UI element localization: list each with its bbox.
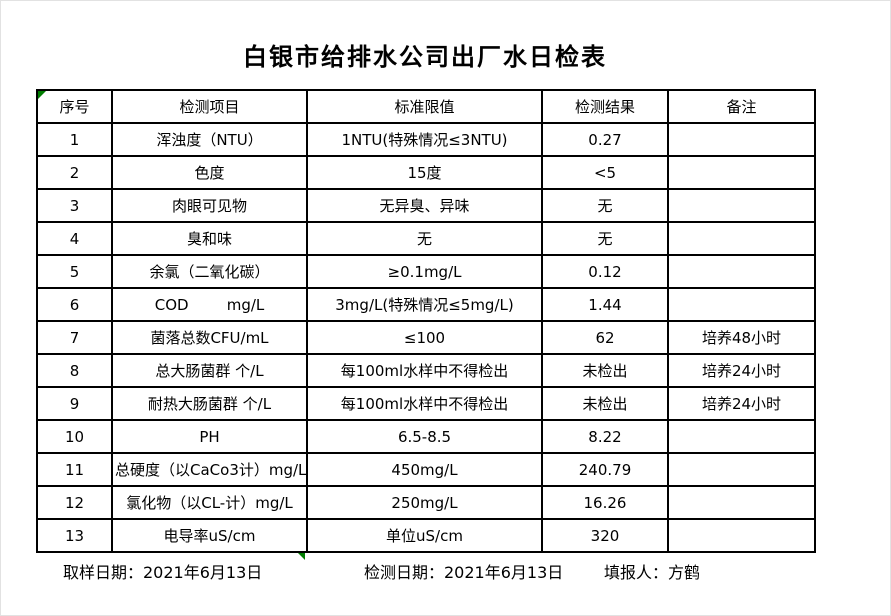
cell-result: 未检出 bbox=[541, 353, 669, 388]
cell-item: PH bbox=[111, 419, 308, 454]
table-row: 3 肉眼可见物 无异臭、异味 无 bbox=[36, 188, 816, 223]
cell-item: 总硬度（以CaCo3计）mg/L bbox=[111, 452, 308, 487]
testing-date: 检测日期：2021年6月13日 bbox=[364, 563, 564, 582]
cell-result: 240.79 bbox=[541, 452, 669, 487]
table-row: 13 电导率uS/cm 单位uS/cm 320 bbox=[36, 518, 816, 553]
cell-item: 余氯（二氧化碳） bbox=[111, 254, 308, 289]
cell-result: 无 bbox=[541, 188, 669, 223]
cell-limit: 15度 bbox=[306, 155, 543, 190]
table-row: 12 氯化物（以CL-计）mg/L 250mg/L 16.26 bbox=[36, 485, 816, 520]
header-item: 检测项目 bbox=[111, 89, 308, 124]
cell-note bbox=[667, 485, 816, 520]
cell-result: 8.22 bbox=[541, 419, 669, 454]
table-row: 2 色度 15度 <5 bbox=[36, 155, 816, 190]
cell-no: 13 bbox=[36, 518, 113, 553]
cell-item: 电导率uS/cm bbox=[111, 518, 308, 553]
cell-note: 培养48小时 bbox=[667, 320, 816, 355]
cell-result: 16.26 bbox=[541, 485, 669, 520]
table-row: 10 PH 6.5-8.5 8.22 bbox=[36, 419, 816, 454]
cell-item: 菌落总数CFU/mL bbox=[111, 320, 308, 355]
cell-limit: 单位uS/cm bbox=[306, 518, 543, 553]
sampling-date: 取样日期：2021年6月13日 bbox=[63, 563, 263, 582]
cell-note bbox=[667, 122, 816, 157]
cell-note bbox=[667, 155, 816, 190]
cell-result: <5 bbox=[541, 155, 669, 190]
cell-limit: 6.5-8.5 bbox=[306, 419, 543, 454]
cell-result: 未检出 bbox=[541, 386, 669, 421]
cell-limit: 450mg/L bbox=[306, 452, 543, 487]
cell-note bbox=[667, 452, 816, 487]
cell-note bbox=[667, 287, 816, 322]
header-no: 序号 bbox=[36, 89, 113, 124]
cell-limit: 1NTU(特殊情况≤3NTU) bbox=[306, 122, 543, 157]
cell-limit: ≤100 bbox=[306, 320, 543, 355]
cell-note bbox=[667, 221, 816, 256]
cell-no: 12 bbox=[36, 485, 113, 520]
cell-no: 9 bbox=[36, 386, 113, 421]
cell-item: 臭和味 bbox=[111, 221, 308, 256]
cell-result: 0.27 bbox=[541, 122, 669, 157]
cell-limit: 3mg/L(特殊情况≤5mg/L) bbox=[306, 287, 543, 322]
cell-note bbox=[667, 419, 816, 454]
green-bottom-marker-icon bbox=[297, 552, 305, 560]
cell-no: 4 bbox=[36, 221, 113, 256]
table-row: 9 耐热大肠菌群 个/L 每100ml水样中不得检出 未检出 培养24小时 bbox=[36, 386, 816, 421]
header-result: 检测结果 bbox=[541, 89, 669, 124]
table-row: 7 菌落总数CFU/mL ≤100 62 培养48小时 bbox=[36, 320, 816, 355]
cell-no: 5 bbox=[36, 254, 113, 289]
cell-limit: ≥0.1mg/L bbox=[306, 254, 543, 289]
cell-item: 色度 bbox=[111, 155, 308, 190]
cell-item: 耐热大肠菌群 个/L bbox=[111, 386, 308, 421]
cell-limit: 250mg/L bbox=[306, 485, 543, 520]
cell-no: 1 bbox=[36, 122, 113, 157]
cell-result: 0.12 bbox=[541, 254, 669, 289]
cell-item: 浑浊度（NTU） bbox=[111, 122, 308, 157]
cell-no: 10 bbox=[36, 419, 113, 454]
cell-no: 2 bbox=[36, 155, 113, 190]
cell-result: 无 bbox=[541, 221, 669, 256]
cell-note bbox=[667, 188, 816, 223]
cell-result: 320 bbox=[541, 518, 669, 553]
cell-item: 总大肠菌群 个/L bbox=[111, 353, 308, 388]
cell-item: COD mg/L bbox=[111, 287, 308, 322]
header-note: 备注 bbox=[667, 89, 816, 124]
page-title: 白银市给排水公司出厂水日检表 bbox=[243, 43, 607, 71]
cell-result: 1.44 bbox=[541, 287, 669, 322]
cell-note bbox=[667, 254, 816, 289]
cell-item: 氯化物（以CL-计）mg/L bbox=[111, 485, 308, 520]
cell-limit: 无异臭、异味 bbox=[306, 188, 543, 223]
cell-limit: 每100ml水样中不得检出 bbox=[306, 386, 543, 421]
table-row: 8 总大肠菌群 个/L 每100ml水样中不得检出 未检出 培养24小时 bbox=[36, 353, 816, 388]
cell-item: 肉眼可见物 bbox=[111, 188, 308, 223]
header-limit: 标准限值 bbox=[306, 89, 543, 124]
table-row: 11 总硬度（以CaCo3计）mg/L 450mg/L 240.79 bbox=[36, 452, 816, 487]
table-row: 4 臭和味 无 无 bbox=[36, 221, 816, 256]
cell-note bbox=[667, 518, 816, 553]
cell-no: 11 bbox=[36, 452, 113, 487]
reporter-name: 填报人：方鹤 bbox=[604, 563, 701, 582]
cell-note: 培养24小时 bbox=[667, 353, 816, 388]
cell-no: 3 bbox=[36, 188, 113, 223]
cell-no: 6 bbox=[36, 287, 113, 322]
cell-note: 培养24小时 bbox=[667, 386, 816, 421]
cell-no: 8 bbox=[36, 353, 113, 388]
cell-result: 62 bbox=[541, 320, 669, 355]
table-header-row: 序号 检测项目 标准限值 检测结果 备注 bbox=[36, 89, 816, 124]
cell-limit: 每100ml水样中不得检出 bbox=[306, 353, 543, 388]
cell-limit: 无 bbox=[306, 221, 543, 256]
table-row: 1 浑浊度（NTU） 1NTU(特殊情况≤3NTU) 0.27 bbox=[36, 122, 816, 157]
table-row: 6 COD mg/L 3mg/L(特殊情况≤5mg/L) 1.44 bbox=[36, 287, 816, 322]
table-row: 5 余氯（二氧化碳） ≥0.1mg/L 0.12 bbox=[36, 254, 816, 289]
cell-no: 7 bbox=[36, 320, 113, 355]
inspection-table: 序号 检测项目 标准限值 检测结果 备注 1 浑浊度（NTU） 1NTU(特殊情… bbox=[36, 89, 816, 553]
